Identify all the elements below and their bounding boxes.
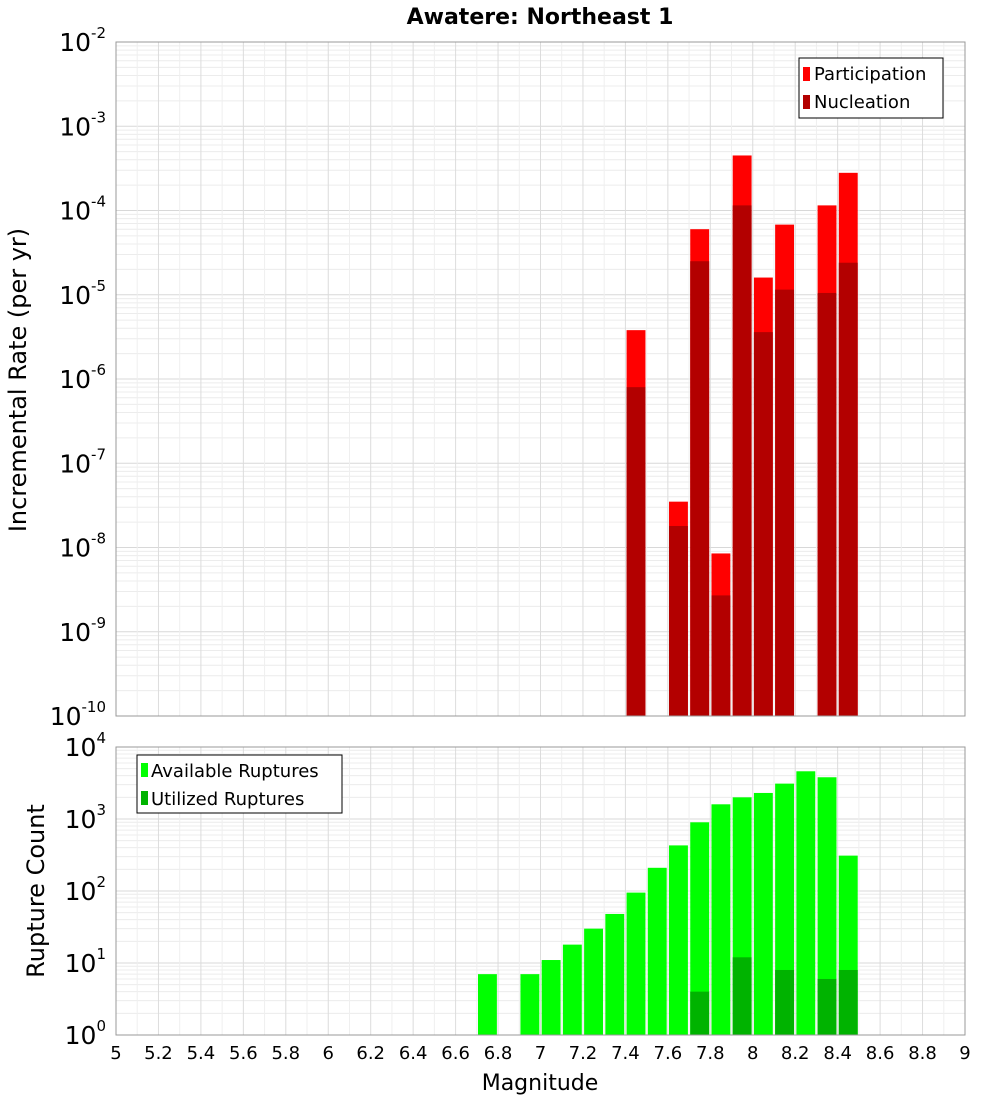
top-legend: Participation Nucleation <box>798 57 944 119</box>
y-tick-label: 104 <box>65 729 106 762</box>
bar-available-ruptures-7-45 <box>626 892 646 1035</box>
bottom-y-ticks: 100 101 102 103 104 <box>65 729 106 1050</box>
x-tick-label: 7.8 <box>696 1043 725 1064</box>
bottom-legend: Available Ruptures Utilized Ruptures <box>136 754 343 814</box>
legend-swatch-utilized-ruptures <box>141 791 148 805</box>
top-panel: 10-10 10-9 10-8 10-7 10-6 10-5 10-4 10-3 10-2 In… <box>4 24 966 731</box>
bar-utilized-ruptures-8-45 <box>838 969 858 1035</box>
bar-nucleation-7-75 <box>690 261 710 716</box>
y-tick-label: 10-3 <box>59 108 106 141</box>
x-tick-label: 5.2 <box>144 1043 173 1064</box>
chart-title: Awatere: Northeast 1 <box>407 5 674 30</box>
x-tick-label: 8.4 <box>823 1043 852 1064</box>
bar-available-ruptures-6-75 <box>477 974 497 1035</box>
x-tick-label: 9 <box>959 1043 970 1064</box>
x-tick-label: 5.6 <box>229 1043 258 1064</box>
bar-nucleation-7-85 <box>711 595 731 716</box>
y-tick-label: 10-4 <box>59 193 106 226</box>
bar-available-ruptures-7-75 <box>690 822 710 1035</box>
bar-available-ruptures-8-25 <box>796 771 816 1035</box>
y-tick-label: 10-10 <box>50 698 106 731</box>
bar-nucleation-8-15 <box>775 289 795 716</box>
legend-label-participation: Participation <box>814 64 926 85</box>
bar-nucleation-8-45 <box>838 262 858 716</box>
top-y-axis-label: Incremental Rate (per yr) <box>4 228 32 532</box>
y-tick-label: 10-2 <box>59 24 106 57</box>
top-y-ticks: 10-10 10-9 10-8 10-7 10-6 10-5 10-4 10-3 10-2 <box>50 24 106 731</box>
bar-nucleation-7-95 <box>732 205 752 716</box>
bar-utilized-ruptures-7-75 <box>690 991 710 1035</box>
y-tick-label: 10-7 <box>59 445 106 478</box>
y-tick-label: 103 <box>65 801 106 834</box>
bottom-legend-box <box>136 754 343 814</box>
bar-nucleation-7-65 <box>669 525 688 716</box>
legend-swatch-nucleation <box>803 95 810 109</box>
x-tick-label: 8 <box>747 1043 758 1064</box>
x-tick-label: 5.4 <box>187 1043 216 1064</box>
bar-nucleation-8-05 <box>753 332 773 716</box>
x-tick-label: 8.2 <box>781 1043 810 1064</box>
bar-available-ruptures-6-95 <box>520 974 540 1035</box>
x-tick-label: 6 <box>323 1043 334 1064</box>
legend-label-available-ruptures: Available Ruptures <box>151 761 319 782</box>
x-tick-label: 7 <box>535 1043 546 1064</box>
y-tick-label: 101 <box>65 945 106 978</box>
top-plot-frame <box>115 41 966 717</box>
bottom-bars <box>477 771 858 1035</box>
x-axis-label: Magnitude <box>482 1071 599 1096</box>
bar-available-ruptures-7-25 <box>584 928 604 1035</box>
bar-available-ruptures-7-85 <box>711 804 731 1035</box>
legend-label-utilized-ruptures: Utilized Ruptures <box>151 789 304 810</box>
top-legend-box <box>798 57 944 119</box>
x-tick-label: 8.8 <box>908 1043 937 1064</box>
bar-nucleation-8-35 <box>817 292 837 716</box>
y-tick-label: 10-8 <box>59 530 106 563</box>
bar-available-ruptures-7-35 <box>605 913 625 1035</box>
x-tick-label: 6.6 <box>441 1043 470 1064</box>
bar-available-ruptures-7-55 <box>647 867 667 1035</box>
y-tick-label: 10-5 <box>59 277 106 310</box>
legend-swatch-available-ruptures <box>141 763 148 777</box>
bar-available-ruptures-7-05 <box>541 960 561 1035</box>
x-tick-label: 5.8 <box>271 1043 300 1064</box>
x-tick-label: 7.2 <box>569 1043 598 1064</box>
bar-utilized-ruptures-8-35 <box>817 978 837 1035</box>
x-tick-label: 5 <box>110 1043 121 1064</box>
bottom-y-axis-label: Rupture Count <box>22 804 50 978</box>
bar-available-ruptures-7-65 <box>669 845 688 1035</box>
bar-available-ruptures-8-05 <box>753 792 773 1035</box>
y-tick-label: 100 <box>65 1017 106 1050</box>
legend-swatch-participation <box>803 67 810 81</box>
bottom-panel: 100 101 102 103 104 5 5.2 5.4 5.6 5.8 6 6.2 6.4 6.6 6… <box>22 729 971 1096</box>
y-tick-label: 102 <box>65 873 106 906</box>
bar-available-ruptures-7-15 <box>562 944 582 1035</box>
y-tick-label: 10-9 <box>59 614 106 647</box>
x-tick-label: 8.6 <box>866 1043 895 1064</box>
x-tick-label: 7.6 <box>654 1043 683 1064</box>
top-bars <box>626 155 858 717</box>
bar-utilized-ruptures-8-15 <box>775 969 795 1035</box>
bar-utilized-ruptures-7-95 <box>732 957 752 1035</box>
x-tick-label: 7.4 <box>611 1043 640 1064</box>
x-tick-labels: 5 5.2 5.4 5.6 5.8 6 6.2 6.4 6.6 6.8 7 7.2 7.4 7.6 7.8 8… <box>110 1043 970 1064</box>
legend-label-nucleation: Nucleation <box>814 92 910 113</box>
x-tick-label: 6.4 <box>399 1043 428 1064</box>
bar-nucleation-7-45 <box>626 387 646 716</box>
bottom-plot-frame <box>115 746 966 1036</box>
top-grid <box>115 42 966 717</box>
x-tick-label: 6.2 <box>356 1043 385 1064</box>
y-tick-label: 10-6 <box>59 361 106 394</box>
x-tick-label: 6.8 <box>484 1043 513 1064</box>
bar-available-ruptures-8-35 <box>817 777 837 1035</box>
